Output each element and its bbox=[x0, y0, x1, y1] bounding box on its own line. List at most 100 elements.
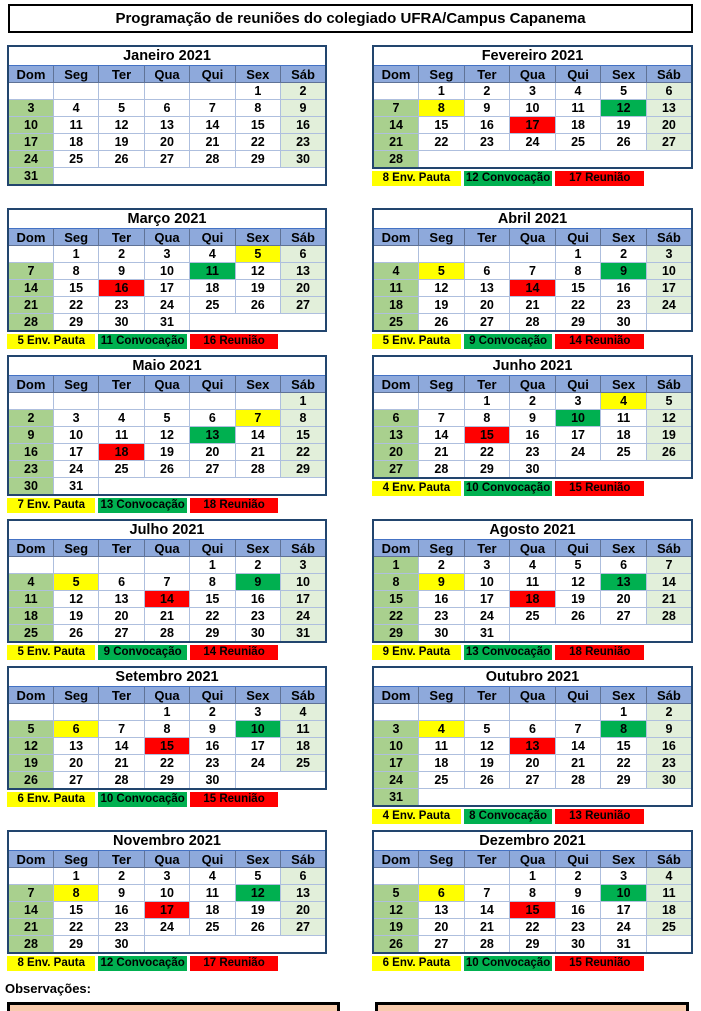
day-cell: 4 bbox=[7, 573, 54, 591]
day-cell: 29 bbox=[372, 624, 420, 643]
weekday-header-cell: Sex bbox=[234, 65, 282, 83]
day-cell: 11 bbox=[554, 99, 602, 117]
month-title: Agosto 2021 bbox=[372, 519, 693, 540]
day-cell: 28 bbox=[463, 935, 511, 954]
day-cell: 14 bbox=[418, 426, 465, 444]
day-cell: 13 bbox=[98, 590, 145, 608]
day-cell: 14 bbox=[98, 737, 145, 755]
day-cell-trailing bbox=[418, 150, 693, 169]
day-cell: 21 bbox=[418, 443, 465, 461]
weekday-header-cell: Dom bbox=[372, 539, 420, 557]
day-cell: 21 bbox=[143, 607, 191, 625]
day-cell: 11 bbox=[98, 426, 145, 444]
day-cell-empty bbox=[143, 82, 191, 100]
calendar-table: Novembro 2021 Dom Seg Ter Qua Qui Sex Sáb 1 2 3 4 5 6… bbox=[7, 830, 327, 954]
day-cell: 27 bbox=[280, 918, 327, 936]
day-cell-empty bbox=[554, 703, 602, 721]
legend-env-pauta: 4 Env. Pauta bbox=[372, 809, 461, 824]
weekday-header-cell: Dom bbox=[7, 539, 54, 557]
day-cell: 11 bbox=[509, 573, 556, 591]
day-cell: 31 bbox=[372, 788, 420, 807]
day-cell: 8 bbox=[418, 99, 465, 117]
day-cell-empty bbox=[372, 867, 420, 885]
day-cell: 19 bbox=[234, 901, 282, 919]
day-cell: 29 bbox=[52, 935, 100, 954]
day-cell: 12 bbox=[143, 426, 191, 444]
day-cell-trailing bbox=[98, 477, 327, 496]
weekday-header-cell: Qui bbox=[554, 686, 602, 704]
day-cell: 20 bbox=[645, 116, 693, 134]
day-cell-empty bbox=[463, 867, 511, 885]
day-cell: 24 bbox=[372, 771, 420, 789]
day-cell: 6 bbox=[418, 884, 465, 902]
day-cell: 1 bbox=[463, 392, 511, 410]
day-cell: 27 bbox=[645, 133, 693, 151]
day-cell: 22 bbox=[600, 754, 647, 772]
day-cell: 23 bbox=[280, 133, 327, 151]
weekday-header-cell: Seg bbox=[52, 65, 100, 83]
calendar-table: Setembro 2021 Dom Seg Ter Qua Qui Sex Sáb 1 2 3 4 5 6… bbox=[7, 666, 327, 790]
legend-convocacao: 10 Convocação bbox=[463, 956, 553, 971]
day-cell: 18 bbox=[645, 901, 693, 919]
day-cell: 1 bbox=[52, 867, 100, 885]
day-cell: 18 bbox=[98, 443, 145, 461]
day-cell: 2 bbox=[600, 245, 647, 263]
day-cell-empty bbox=[234, 392, 282, 410]
day-cell: 17 bbox=[600, 901, 647, 919]
day-cell: 12 bbox=[645, 409, 693, 427]
day-cell: 25 bbox=[645, 918, 693, 936]
day-cell-empty bbox=[418, 703, 465, 721]
day-cell: 9 bbox=[509, 409, 556, 427]
calendar-table: Março 2021 Dom Seg Ter Qua Qui Sex Sáb 1 2 3 4 5 6 7 8 9… bbox=[7, 208, 327, 332]
day-cell: 22 bbox=[418, 133, 465, 151]
day-cell: 20 bbox=[280, 901, 327, 919]
weekday-header-cell: Dom bbox=[372, 850, 420, 868]
month-block-2: Fevereiro 2021 Dom Seg Ter Qua Qui Sex Sáb 1 2 3 4 5… bbox=[372, 45, 693, 186]
legend-convocacao: 13 Convocação bbox=[98, 498, 187, 513]
day-cell: 20 bbox=[418, 918, 465, 936]
day-cell: 9 bbox=[418, 573, 465, 591]
day-cell: 24 bbox=[645, 296, 693, 314]
day-cell-empty bbox=[509, 703, 556, 721]
weekday-header-cell: Sáb bbox=[280, 539, 327, 557]
day-cell: 5 bbox=[600, 82, 647, 100]
day-cell: 16 bbox=[189, 737, 236, 755]
day-cell: 5 bbox=[98, 99, 145, 117]
legend-env-pauta: 6 Env. Pauta bbox=[372, 956, 461, 971]
day-cell-empty bbox=[98, 392, 145, 410]
day-cell-empty bbox=[7, 867, 54, 885]
day-cell: 16 bbox=[509, 426, 556, 444]
day-cell: 23 bbox=[463, 133, 511, 151]
day-cell: 7 bbox=[509, 262, 556, 280]
day-cell: 16 bbox=[554, 901, 602, 919]
day-cell: 18 bbox=[600, 426, 647, 444]
weekday-header-cell: Sáb bbox=[645, 686, 693, 704]
day-cell: 2 bbox=[7, 409, 54, 427]
day-cell: 11 bbox=[418, 737, 465, 755]
day-cell: 6 bbox=[463, 262, 511, 280]
day-cell: 15 bbox=[463, 426, 511, 444]
day-cell: 6 bbox=[98, 573, 145, 591]
day-cell: 21 bbox=[7, 296, 54, 314]
day-cell: 24 bbox=[600, 918, 647, 936]
day-cell: 18 bbox=[280, 737, 327, 755]
day-cell: 17 bbox=[234, 737, 282, 755]
day-cell: 7 bbox=[372, 99, 420, 117]
day-cell: 22 bbox=[372, 607, 420, 625]
day-cell: 13 bbox=[189, 426, 236, 444]
day-cell: 2 bbox=[234, 556, 282, 574]
legend-env-pauta: 8 Env. Pauta bbox=[7, 956, 96, 971]
day-cell: 15 bbox=[280, 426, 327, 444]
day-cell: 11 bbox=[372, 279, 420, 297]
day-cell: 8 bbox=[234, 99, 282, 117]
calendar-table: Fevereiro 2021 Dom Seg Ter Qua Qui Sex Sáb 1 2 3 4 5… bbox=[372, 45, 693, 169]
month-legend: 6 Env. Pauta 10 Convocação 15 Reunião bbox=[372, 956, 693, 971]
weekday-header-cell: Qua bbox=[143, 539, 191, 557]
day-cell: 29 bbox=[463, 460, 511, 479]
day-cell: 26 bbox=[234, 296, 282, 314]
notes-row: Reuniões Ordinárias: Fevereiro, Maio, Ag… bbox=[7, 1002, 701, 1011]
weekday-header-cell: Seg bbox=[418, 65, 465, 83]
day-cell: 1 bbox=[52, 245, 100, 263]
day-cell: 11 bbox=[52, 116, 100, 134]
day-cell: 28 bbox=[234, 460, 282, 478]
